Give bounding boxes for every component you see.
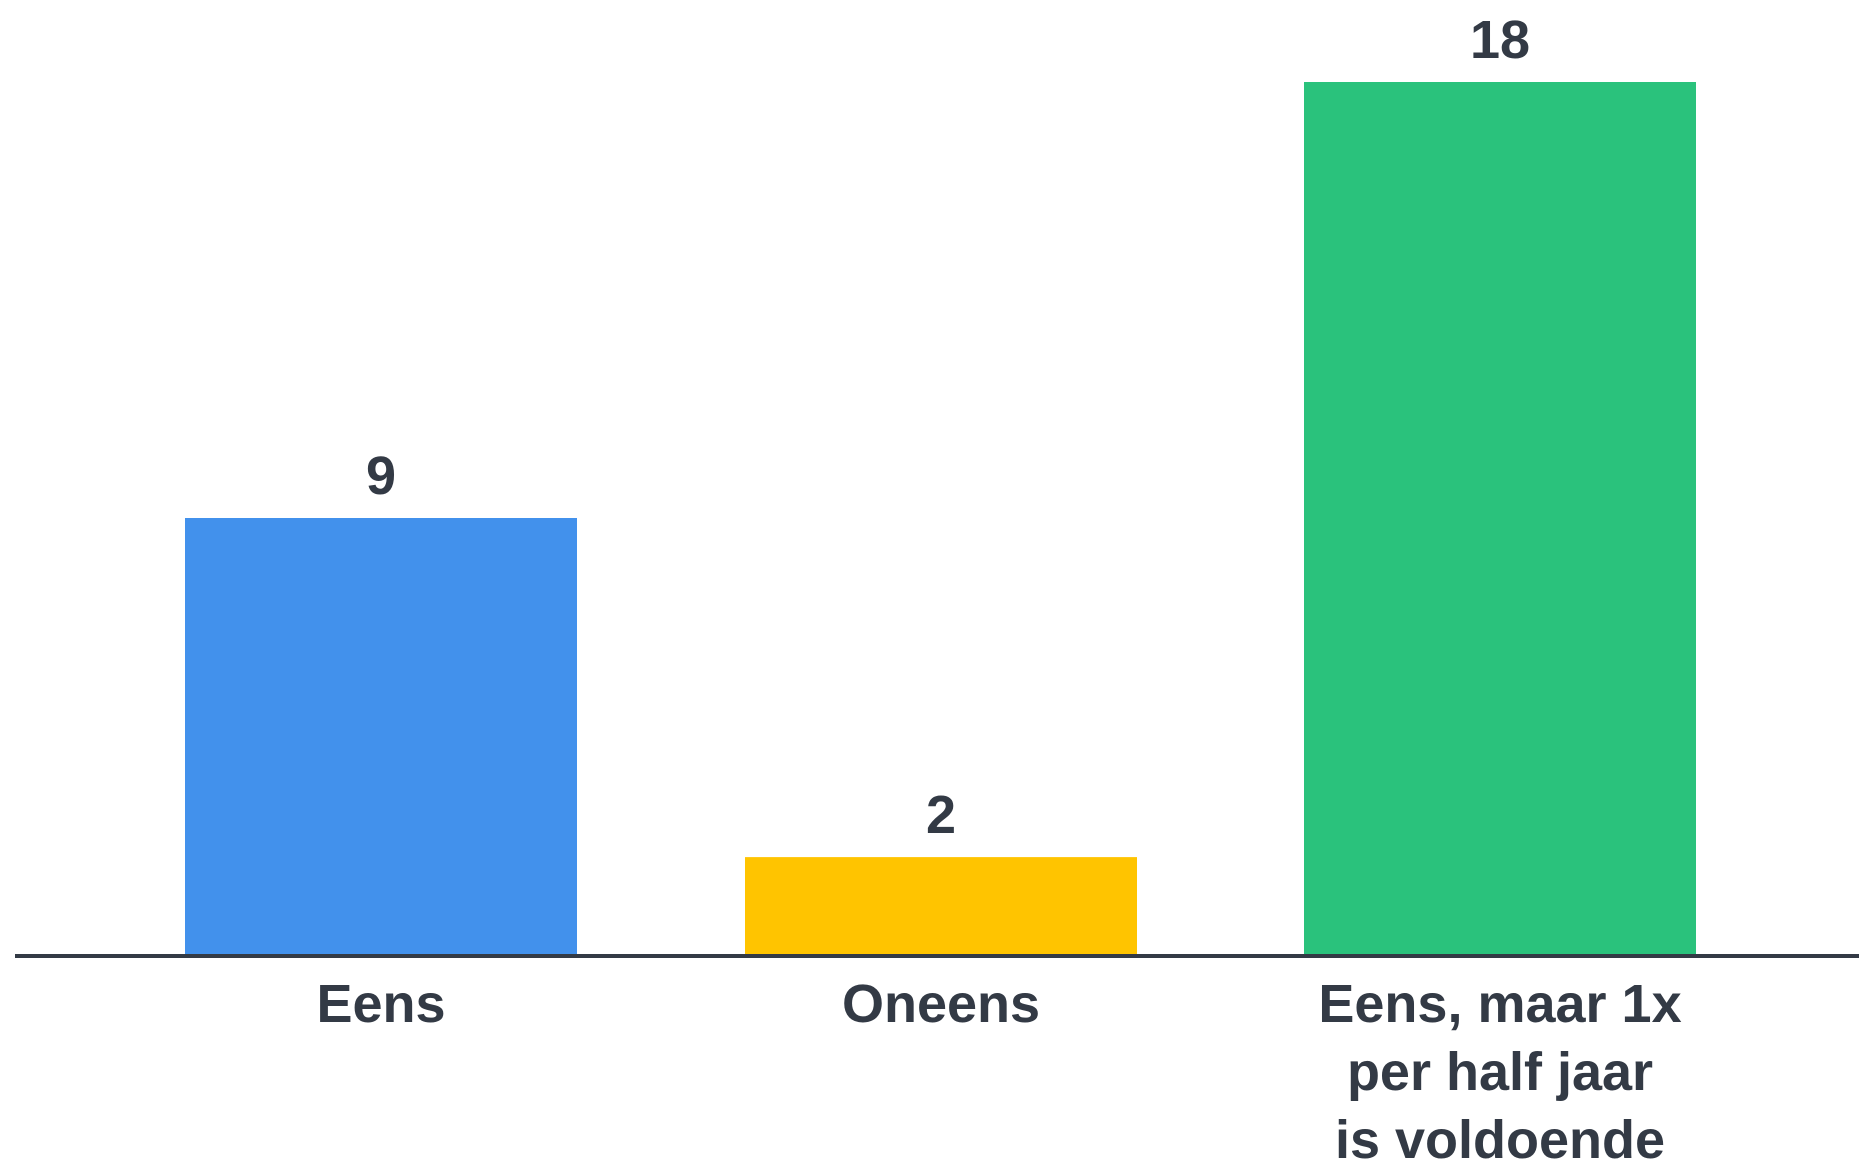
category-label-2-line-1: per half jaar (1347, 1042, 1653, 1102)
category-label-1-line-0: Oneens (842, 974, 1040, 1034)
bars-group (185, 82, 1696, 954)
value-label-1: 2 (926, 785, 956, 845)
category-label-2-line-0: Eens, maar 1x (1318, 974, 1681, 1034)
value-labels-group: 9 2 18 (366, 10, 1530, 845)
value-label-0: 9 (366, 446, 396, 506)
category-labels-group: Eens Oneens Eens, maar 1x per half jaar is v… (316, 974, 1681, 1165)
bar-2 (1304, 82, 1696, 954)
value-label-2: 18 (1470, 10, 1530, 70)
category-label-2-line-2: is voldoende (1335, 1110, 1665, 1165)
category-label-0-line-0: Eens (316, 974, 445, 1034)
bar-1 (745, 857, 1137, 954)
bar-0 (185, 518, 577, 954)
